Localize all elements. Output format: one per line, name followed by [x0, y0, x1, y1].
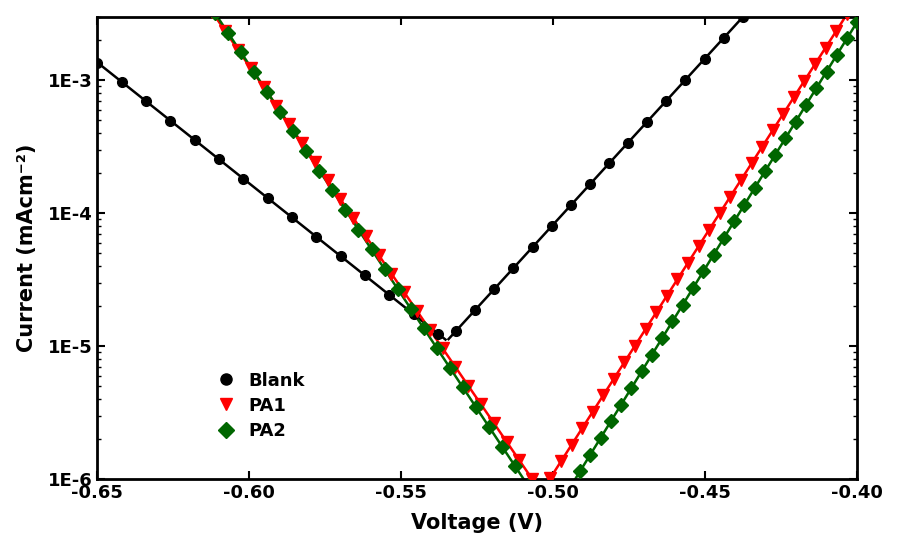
Legend: Blank, PA1, PA2: Blank, PA1, PA2: [205, 364, 312, 447]
X-axis label: Voltage (V): Voltage (V): [411, 513, 544, 533]
PA2: [210, 10, 220, 16]
Blank: [213, 156, 224, 163]
PA1: [232, 47, 243, 53]
PA2: [457, 384, 468, 390]
PA2: [248, 69, 259, 75]
PA1: [386, 271, 397, 277]
Y-axis label: Current (mAcm⁻²): Current (mAcm⁻²): [17, 144, 37, 352]
PA1: [526, 476, 537, 482]
PA2: [471, 404, 482, 410]
PA2: [483, 424, 494, 430]
PA2: [497, 443, 508, 450]
Blank: [238, 175, 248, 182]
PA1: [437, 345, 448, 351]
Blank: [165, 117, 176, 124]
Blank: [310, 233, 321, 240]
PA1: [514, 457, 525, 464]
PA2: [288, 128, 299, 135]
PA1: [450, 364, 461, 370]
PA2: [418, 325, 429, 332]
Line: PA1: PA1: [92, 0, 537, 485]
PA2: [523, 483, 534, 490]
Blank: [335, 253, 346, 260]
PA2: [301, 147, 311, 154]
PA1: [258, 84, 269, 90]
PA2: [379, 266, 390, 272]
PA2: [222, 29, 233, 36]
Blank: [262, 195, 273, 201]
PA2: [236, 49, 247, 56]
PA2: [509, 463, 520, 470]
PA1: [425, 326, 436, 333]
PA2: [262, 89, 273, 95]
PA1: [220, 28, 230, 35]
Blank: [433, 330, 444, 337]
PA1: [246, 65, 256, 72]
PA1: [361, 233, 372, 240]
Blank: [383, 292, 394, 298]
PA2: [536, 502, 546, 509]
PA2: [340, 207, 351, 213]
PA2: [405, 305, 416, 312]
PA1: [411, 307, 422, 314]
PA1: [374, 252, 384, 258]
PA1: [347, 214, 358, 221]
PA1: [310, 158, 320, 165]
Blank: [92, 59, 103, 66]
Blank: [140, 98, 151, 104]
Blank: [286, 214, 297, 221]
PA2: [327, 187, 338, 194]
PA2: [274, 108, 285, 115]
PA1: [207, 9, 218, 16]
PA2: [314, 167, 325, 174]
Line: PA2: PA2: [93, 0, 546, 510]
PA2: [353, 227, 364, 233]
PA1: [475, 401, 486, 408]
PA1: [297, 140, 308, 146]
Blank: [116, 79, 127, 85]
PA1: [284, 121, 294, 128]
PA1: [463, 382, 473, 389]
PA1: [489, 420, 500, 426]
PA2: [366, 246, 377, 253]
PA1: [271, 102, 282, 109]
PA1: [399, 289, 410, 296]
PA2: [392, 285, 403, 292]
PA1: [335, 196, 346, 202]
Blank: [359, 272, 370, 279]
PA2: [445, 365, 455, 371]
Blank: [409, 311, 419, 317]
Line: Blank: Blank: [93, 58, 443, 338]
Blank: [189, 136, 200, 143]
PA1: [322, 177, 333, 184]
PA2: [431, 345, 442, 351]
PA1: [501, 438, 512, 445]
